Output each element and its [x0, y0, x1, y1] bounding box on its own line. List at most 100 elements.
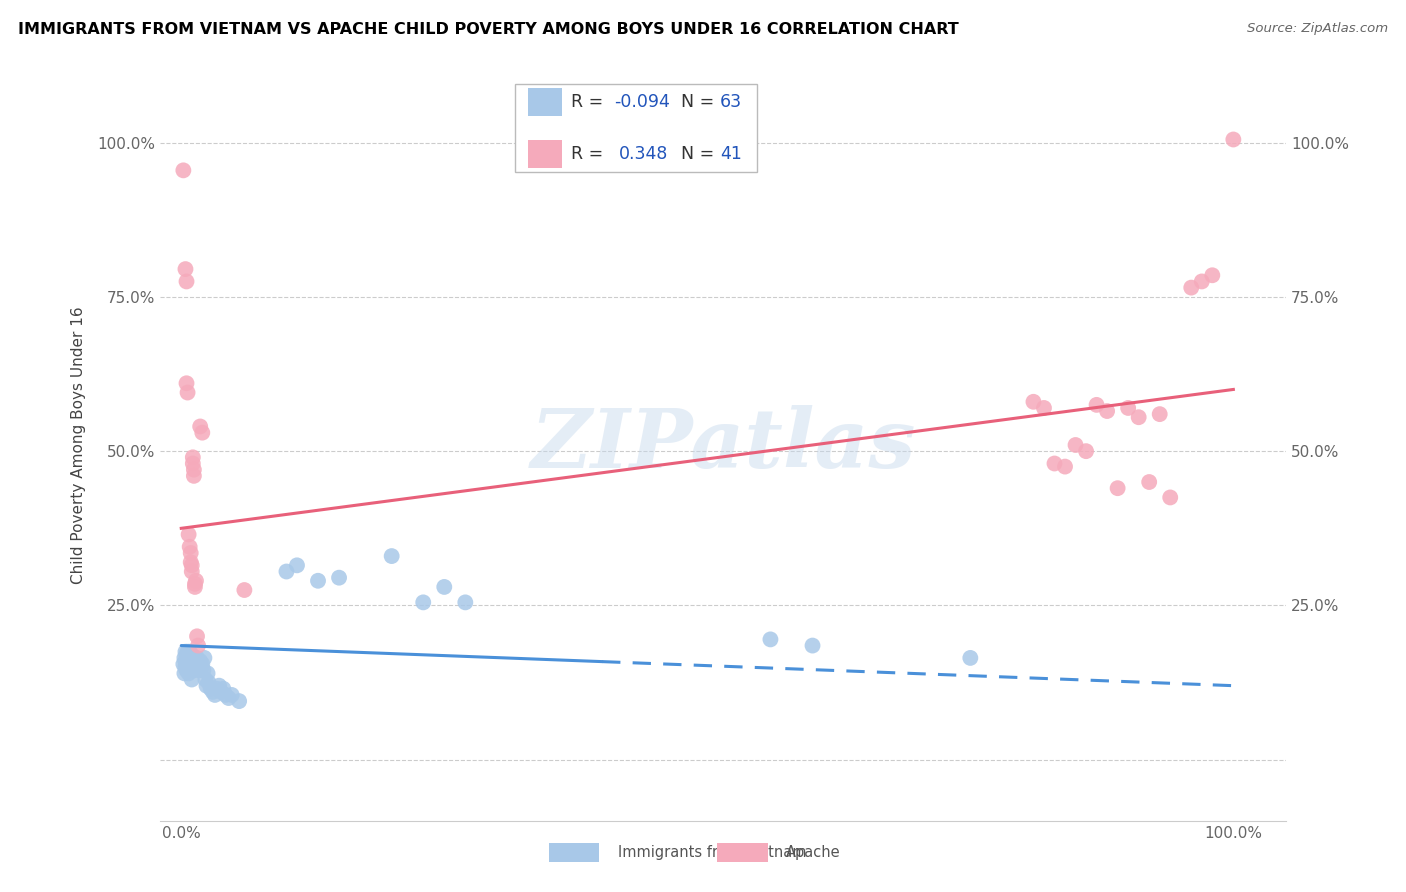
Point — [187, 657, 209, 671]
Point — [205, 681, 228, 696]
Point — [174, 645, 197, 659]
Point — [181, 450, 204, 465]
Text: 41: 41 — [720, 145, 741, 163]
Point — [190, 660, 212, 674]
Point — [1149, 407, 1171, 421]
Point — [176, 657, 198, 671]
Point — [176, 376, 198, 391]
Point — [181, 660, 204, 674]
Point — [179, 540, 201, 554]
Text: N =: N = — [671, 145, 720, 163]
Point — [1085, 398, 1108, 412]
Point — [176, 275, 198, 289]
Point — [180, 651, 202, 665]
Point — [188, 654, 211, 668]
Point — [180, 673, 202, 687]
Point — [1191, 275, 1213, 289]
Point — [193, 663, 215, 677]
Point — [179, 654, 201, 668]
Point — [233, 582, 256, 597]
Point — [180, 565, 202, 579]
FancyBboxPatch shape — [515, 84, 756, 172]
Point — [181, 651, 204, 665]
Text: R =: R = — [571, 93, 609, 111]
Point — [177, 666, 200, 681]
Point — [181, 457, 204, 471]
Point — [200, 681, 222, 696]
Point — [1053, 459, 1076, 474]
Point — [433, 580, 456, 594]
Point — [180, 660, 202, 674]
Point — [176, 385, 198, 400]
Point — [191, 425, 214, 440]
Point — [177, 648, 200, 662]
Point — [183, 468, 205, 483]
Point — [454, 595, 477, 609]
Point — [285, 558, 308, 573]
Point — [1222, 132, 1244, 146]
FancyBboxPatch shape — [529, 87, 562, 116]
Point — [1137, 475, 1160, 489]
Text: Apache: Apache — [786, 846, 841, 860]
Point — [184, 660, 207, 674]
Point — [208, 679, 231, 693]
Point — [176, 663, 198, 677]
Point — [228, 694, 250, 708]
Point — [221, 688, 243, 702]
Text: N =: N = — [671, 93, 720, 111]
Point — [1033, 401, 1056, 415]
Point — [186, 629, 208, 643]
Point — [172, 657, 194, 671]
Point — [174, 660, 197, 674]
Point — [197, 666, 219, 681]
Point — [195, 679, 218, 693]
Point — [180, 648, 202, 662]
Point — [1159, 491, 1181, 505]
Point — [1043, 457, 1066, 471]
Point — [1128, 410, 1150, 425]
Point — [183, 663, 205, 677]
Text: -0.094: -0.094 — [614, 93, 669, 111]
FancyBboxPatch shape — [529, 140, 562, 169]
Point — [183, 463, 205, 477]
Point — [1180, 280, 1202, 294]
Point — [180, 555, 202, 569]
Text: 63: 63 — [720, 93, 742, 111]
Point — [214, 688, 236, 702]
Point — [412, 595, 434, 609]
Point — [193, 651, 215, 665]
Point — [212, 681, 235, 696]
Point — [188, 419, 211, 434]
Point — [307, 574, 329, 588]
Point — [176, 663, 198, 677]
Point — [1107, 481, 1129, 495]
Point — [179, 663, 201, 677]
Point — [172, 163, 194, 178]
Point — [184, 580, 207, 594]
Point — [218, 691, 240, 706]
Point — [187, 639, 209, 653]
Point — [197, 675, 219, 690]
Point — [1095, 404, 1118, 418]
Point — [1116, 401, 1139, 415]
Point — [759, 632, 782, 647]
Point — [173, 651, 195, 665]
Text: Immigrants from Vietnam: Immigrants from Vietnam — [617, 846, 806, 860]
Point — [204, 688, 226, 702]
Point — [1064, 438, 1087, 452]
Point — [177, 527, 200, 541]
Point — [191, 657, 214, 671]
Point — [1074, 444, 1097, 458]
Point — [180, 546, 202, 560]
Point — [184, 657, 207, 671]
Point — [381, 549, 404, 563]
Text: IMMIGRANTS FROM VIETNAM VS APACHE CHILD POVERTY AMONG BOYS UNDER 16 CORRELATION : IMMIGRANTS FROM VIETNAM VS APACHE CHILD … — [18, 22, 959, 37]
Point — [177, 657, 200, 671]
Point — [328, 571, 350, 585]
Point — [173, 666, 195, 681]
Point — [188, 663, 211, 677]
Point — [186, 651, 208, 665]
Point — [179, 645, 201, 659]
Point — [1022, 394, 1045, 409]
Point — [959, 651, 981, 665]
